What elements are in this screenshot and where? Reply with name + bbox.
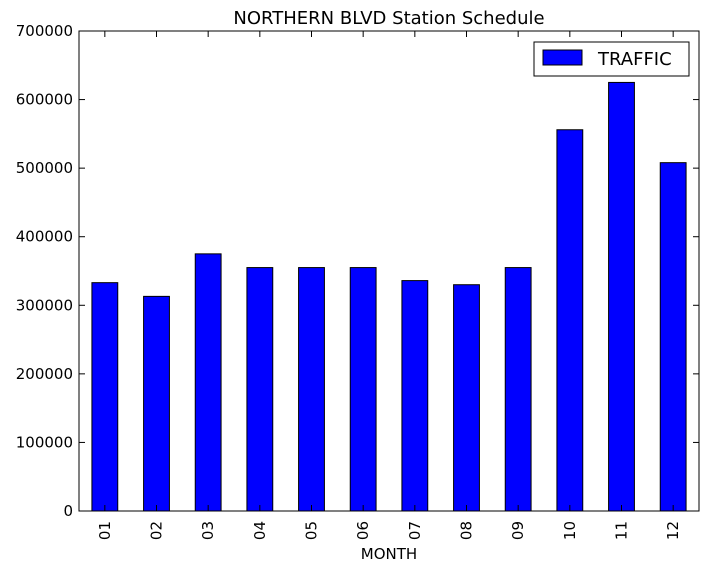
bar-06 (349, 267, 377, 512)
chart-title: NORTHERN BLVD Station Schedule (233, 8, 544, 29)
bar-05 (298, 267, 325, 512)
bar-07 (401, 280, 429, 512)
bar-10 (556, 129, 584, 512)
x-tick-label-05: 05 (303, 521, 321, 540)
y-tick-label: 400000 (16, 228, 73, 246)
bars (91, 81, 687, 512)
y-tick-label: 200000 (16, 365, 73, 383)
legend-label: TRAFFIC (597, 49, 672, 70)
x-tick-label-08: 08 (458, 521, 476, 540)
y-tick-label: 500000 (16, 159, 73, 177)
bar-03 (194, 253, 222, 512)
y-tick-label: 700000 (16, 22, 73, 40)
y-tick-label: 300000 (16, 296, 73, 314)
x-axis-label: MONTH (361, 545, 417, 563)
bar-02 (143, 295, 170, 512)
x-tick-label-07: 07 (406, 521, 424, 540)
plot-frame (78, 30, 700, 512)
legend: TRAFFIC (533, 41, 690, 77)
x-tick-label-12: 12 (664, 521, 682, 540)
x-tick-label-04: 04 (251, 521, 269, 540)
x-tick-label-01: 01 (96, 521, 114, 540)
bar-04 (246, 267, 274, 512)
x-tick-label-02: 02 (148, 521, 166, 540)
x-tick-label-10: 10 (561, 521, 579, 540)
bar-08 (453, 284, 480, 512)
legend-swatch (542, 49, 583, 66)
y-axis-ticks: 0 100000 200000 300000 400000 500000 600000 700… (16, 22, 699, 520)
x-axis-ticks: 01 02 03 04 05 06 07 08 09 10 11 12 (96, 31, 682, 540)
y-tick-label: 0 (63, 502, 73, 520)
y-tick-label: 100000 (16, 433, 73, 451)
x-tick-label-09: 09 (509, 521, 527, 540)
bar-01 (91, 282, 119, 512)
bar-11 (608, 81, 635, 512)
x-tick-label-03: 03 (199, 521, 217, 540)
bar-09 (504, 267, 532, 512)
bar-12 (659, 162, 687, 512)
x-tick-label-11: 11 (613, 521, 631, 540)
y-tick-label: 600000 (16, 91, 73, 109)
x-tick-label-06: 06 (354, 521, 372, 540)
